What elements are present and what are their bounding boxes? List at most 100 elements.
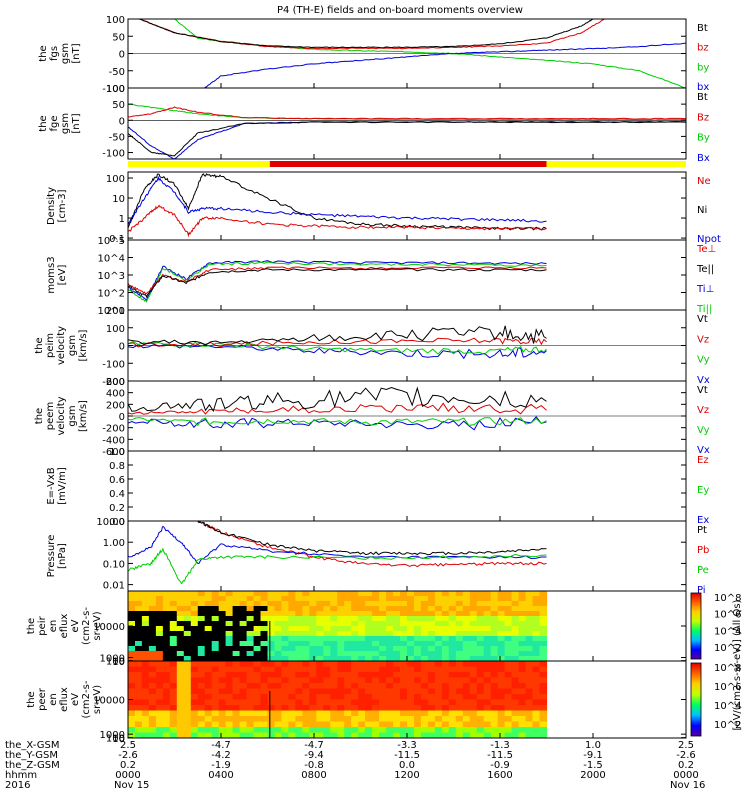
spectrogram-cell bbox=[434, 601, 443, 607]
spectrogram-cell bbox=[441, 631, 450, 637]
spectrogram-cell bbox=[462, 596, 471, 602]
spectrogram-cell bbox=[148, 646, 157, 652]
spectrogram-cell bbox=[169, 666, 178, 673]
spectrogram-cell bbox=[420, 656, 429, 661]
spectrogram-cell bbox=[218, 732, 227, 738]
spectrogram-cell bbox=[420, 705, 429, 712]
spectrogram-cell bbox=[539, 636, 548, 642]
spectrogram-cell bbox=[162, 721, 171, 728]
spectrogram-cell bbox=[176, 721, 185, 728]
spectrogram-cell bbox=[204, 677, 213, 684]
spectrogram-cell bbox=[323, 651, 331, 657]
spectrogram-cell bbox=[476, 596, 485, 602]
spectrogram-cell bbox=[427, 661, 436, 668]
spectrogram-cell bbox=[267, 666, 276, 673]
spectrogram-cell bbox=[386, 636, 394, 642]
spectrogram-cell bbox=[225, 694, 234, 701]
spectrogram-cell bbox=[393, 611, 401, 617]
spectrogram-cell bbox=[539, 677, 548, 684]
spectrogram-cell bbox=[441, 666, 450, 673]
spectrogram-cell bbox=[225, 727, 234, 734]
spectrogram-cell bbox=[141, 651, 150, 657]
spectrogram-cell bbox=[183, 636, 192, 642]
spectrogram-cell bbox=[302, 666, 310, 673]
spectrogram-cell bbox=[302, 688, 310, 695]
spectrogram-cell bbox=[316, 656, 324, 661]
spectrogram-cell bbox=[302, 661, 310, 668]
spectrogram-cell bbox=[407, 661, 415, 668]
spectrogram-cell bbox=[469, 688, 478, 695]
spectrogram-cell bbox=[274, 626, 283, 632]
spectrogram-cell bbox=[490, 606, 499, 612]
y-axis-label: peir bbox=[37, 615, 48, 635]
spectrogram-cell bbox=[155, 601, 164, 607]
spectrogram-cell bbox=[337, 683, 345, 690]
spectrogram-cell bbox=[518, 606, 527, 612]
spectrogram-cell bbox=[455, 611, 464, 617]
spectrogram-cell bbox=[434, 710, 443, 717]
spectrogram-cell bbox=[295, 727, 303, 734]
y-tick-label: 10.00 bbox=[96, 517, 125, 528]
spectrogram-cell bbox=[253, 611, 262, 617]
spectrogram-cell bbox=[260, 683, 269, 690]
spectrogram-cell bbox=[323, 672, 331, 679]
spectrogram-cell bbox=[274, 656, 283, 661]
spectrogram-cell bbox=[351, 651, 359, 657]
spectrogram-cell bbox=[281, 601, 289, 607]
spectrogram-cell bbox=[476, 666, 485, 673]
spectrogram-cell bbox=[490, 672, 499, 679]
spectrogram-cell bbox=[169, 651, 178, 657]
spectrogram-cell bbox=[211, 651, 220, 657]
spectrogram-cell bbox=[162, 606, 171, 612]
spectrogram-cell bbox=[539, 727, 548, 734]
spectrogram-cell bbox=[260, 727, 269, 734]
spectrogram-cell bbox=[253, 646, 262, 652]
spectrogram-cell bbox=[379, 596, 387, 602]
spectrogram-cell bbox=[302, 646, 310, 652]
spectrogram-cell bbox=[407, 626, 415, 632]
spectrogram-cell bbox=[344, 641, 352, 647]
spectrogram-cell bbox=[400, 666, 408, 673]
y-tick-label: 200 bbox=[106, 306, 125, 317]
spectrogram-cell bbox=[455, 705, 464, 712]
spectrogram-cell bbox=[232, 596, 241, 602]
spectrogram-cell bbox=[330, 591, 338, 597]
spectrogram-cell bbox=[169, 705, 178, 712]
spectrogram-cell bbox=[511, 710, 520, 717]
y-tick-label: -50 bbox=[109, 132, 125, 143]
spectrogram-cell bbox=[302, 621, 310, 627]
spectrogram-cell bbox=[448, 716, 457, 723]
spectrogram-cell bbox=[183, 688, 192, 695]
spectrogram-cell bbox=[218, 626, 227, 632]
series-line-vx bbox=[128, 344, 547, 360]
spectrogram-cell bbox=[218, 591, 227, 597]
series-line-vt bbox=[128, 386, 547, 413]
spectrogram-cell bbox=[420, 636, 429, 642]
spectrogram-cell bbox=[330, 646, 338, 652]
spectrogram-cell bbox=[274, 699, 283, 706]
spectrogram-cell bbox=[420, 677, 429, 684]
spectrogram-cell bbox=[469, 641, 478, 647]
spectrogram-cell bbox=[504, 661, 513, 668]
spectrogram-cell bbox=[525, 672, 534, 679]
x-tick-label: -3.3 bbox=[397, 740, 417, 751]
spectrogram-cell bbox=[504, 683, 513, 690]
spectrogram-cell bbox=[309, 601, 317, 607]
spectrogram-cell bbox=[316, 616, 324, 622]
spectrogram-cell bbox=[365, 672, 373, 679]
spectrogram-cell bbox=[469, 710, 478, 717]
spectrogram-cell bbox=[302, 656, 310, 661]
spectrogram-cell bbox=[316, 683, 324, 690]
spectrogram-cell bbox=[427, 683, 436, 690]
spectrogram-cell bbox=[455, 699, 464, 706]
spectrogram-cell bbox=[246, 591, 255, 597]
spectrogram-cell bbox=[218, 699, 227, 706]
spectrogram-cell bbox=[448, 727, 457, 734]
y-tick-label: 10^2 bbox=[98, 289, 125, 300]
spectrogram-cell bbox=[497, 677, 506, 684]
spectrogram-cell bbox=[295, 699, 303, 706]
spectrogram-cell bbox=[372, 683, 380, 690]
spectrogram-cell bbox=[330, 656, 338, 661]
legend-entry: Pi bbox=[697, 585, 706, 596]
spectrogram-cell bbox=[330, 596, 338, 602]
